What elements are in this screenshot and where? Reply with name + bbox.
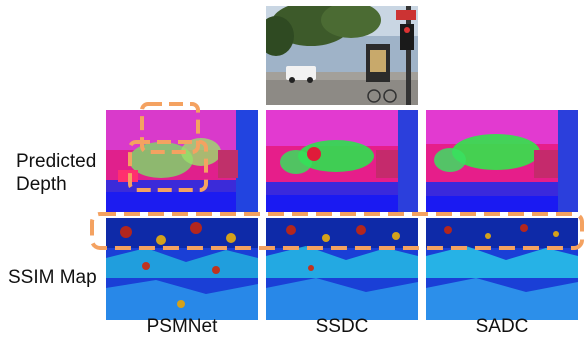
input-image: [266, 6, 418, 105]
column-label-psmnet: PSMNet: [146, 316, 218, 337]
column-label-ssdc: SSDC: [315, 316, 369, 337]
row-label-depth-line1: Predicted: [16, 151, 97, 172]
row-label-ssim-map: SSIM Map: [8, 267, 97, 288]
row-label-depth-line2: Depth: [16, 174, 67, 195]
depth-map-sadc: [426, 110, 578, 212]
highlight-box-top: [140, 102, 200, 154]
depth-map-psmnet: [106, 110, 258, 212]
ssim-map-ssdc: [266, 218, 418, 320]
row-label-predicted-depth: Predicted Depth: [16, 150, 96, 196]
ssim-map-psmnet: [106, 218, 258, 320]
highlight-box-bottom: [128, 140, 208, 192]
depth-map-ssdc: [266, 110, 418, 212]
column-label-sadc: SADC: [475, 316, 529, 337]
highlight-band-ssim: [90, 212, 584, 250]
ssim-map-sadc: [426, 218, 578, 320]
